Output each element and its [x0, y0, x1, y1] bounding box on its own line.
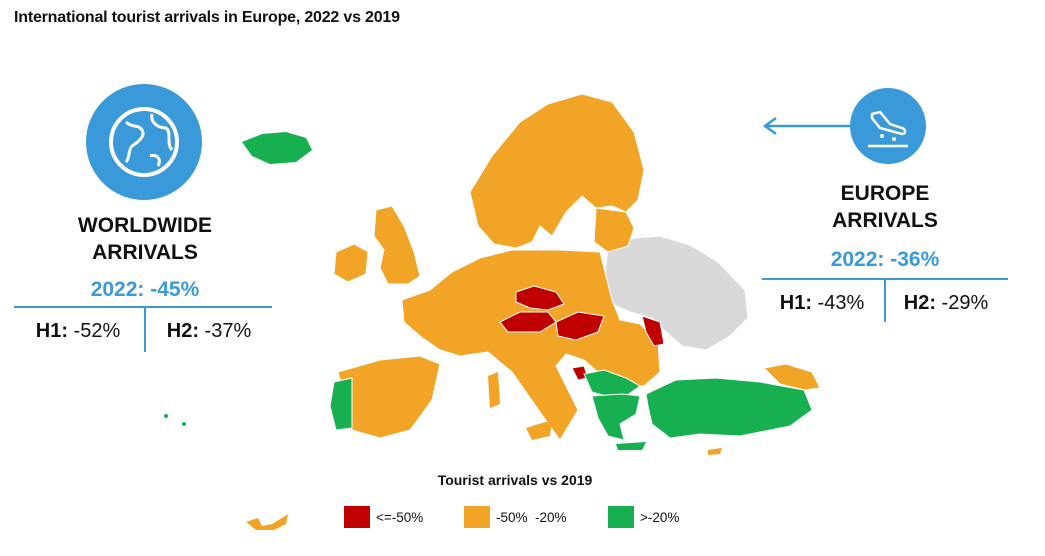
map-region-sicily — [526, 420, 552, 440]
map-region-sardinia — [488, 372, 500, 408]
europe-heading-line2: ARRIVALS — [832, 209, 938, 232]
legend-title: Tourist arrivals vs 2019 — [437, 472, 593, 488]
map-region-caucasus — [762, 363, 821, 391]
europe-h1-label: H1: — [779, 292, 812, 314]
europe-column-divider — [884, 280, 886, 322]
arrow-left-icon — [762, 116, 854, 136]
europe-h1-value: -43% — [817, 292, 865, 314]
map-region-spain — [337, 355, 441, 439]
map-region-hungary — [555, 311, 605, 341]
globe-icon — [86, 84, 202, 200]
europe-h2-label: H2: — [903, 292, 936, 314]
map-region-azores — [164, 414, 168, 418]
worldwide-h1-label: H1: — [35, 320, 68, 342]
map-region-baltics — [593, 207, 635, 253]
legend-swatch-green — [608, 506, 634, 528]
map-region-azores — [182, 422, 186, 426]
worldwide-divider — [14, 306, 272, 308]
map-region-cyprus — [708, 448, 722, 455]
legend-swatch-orange — [464, 506, 490, 528]
europe-heading: EUROPE ARRIVALS — [780, 180, 990, 234]
map-region-moldova — [641, 315, 665, 347]
map-region-balkans-south — [583, 369, 641, 397]
europe-h2-value: -29% — [941, 292, 989, 314]
map-region-greece — [591, 393, 641, 441]
map-region-iceland — [242, 132, 312, 164]
legend-label-green: >-20% — [640, 509, 680, 525]
legend-swatch-red — [344, 506, 370, 528]
worldwide-h2-label: H2: — [166, 320, 199, 342]
page-title: International tourist arrivals in Europe… — [14, 9, 400, 26]
worldwide-h1: H1: -52% — [14, 320, 142, 343]
worldwide-column-divider — [144, 308, 146, 352]
legend-label-orange: -50% -20% — [496, 509, 567, 525]
europe-total: 2022: -36% — [830, 248, 940, 271]
map-region-czechia — [515, 285, 565, 311]
map-region-portugal — [329, 377, 353, 431]
worldwide-h1-value: -52% — [73, 320, 121, 342]
map-region-grey — [603, 235, 749, 351]
airplane-landing-icon — [850, 88, 926, 164]
map-region-crete — [616, 442, 646, 450]
map-region-ireland — [333, 243, 369, 283]
worldwide-total: 2022: -45% — [90, 278, 200, 301]
worldwide-h2: H2: -37% — [146, 320, 272, 343]
worldwide-heading-line1: WORLDWIDE — [77, 214, 213, 237]
europe-h1: H1: -43% — [762, 292, 882, 315]
worldwide-heading-line2: ARRIVALS — [92, 241, 198, 264]
map-region-scandinavia — [469, 93, 645, 249]
worldwide-h2-value: -37% — [204, 320, 252, 342]
europe-heading-line1: EUROPE — [840, 182, 930, 205]
map-region-turkey — [645, 377, 813, 439]
europe-h2: H2: -29% — [886, 292, 1006, 315]
legend-item-orange: -50% -20% — [464, 506, 567, 528]
map-region-uk — [373, 205, 421, 285]
legend-item-red: <=-50% — [344, 506, 423, 528]
map-region-canary-islands — [246, 514, 288, 530]
europe-divider — [762, 278, 1008, 280]
legend-label-red: <=-50% — [376, 509, 424, 525]
legend-item-green: >-20% — [608, 506, 679, 528]
worldwide-heading: WORLDWIDE ARRIVALS — [40, 212, 250, 266]
